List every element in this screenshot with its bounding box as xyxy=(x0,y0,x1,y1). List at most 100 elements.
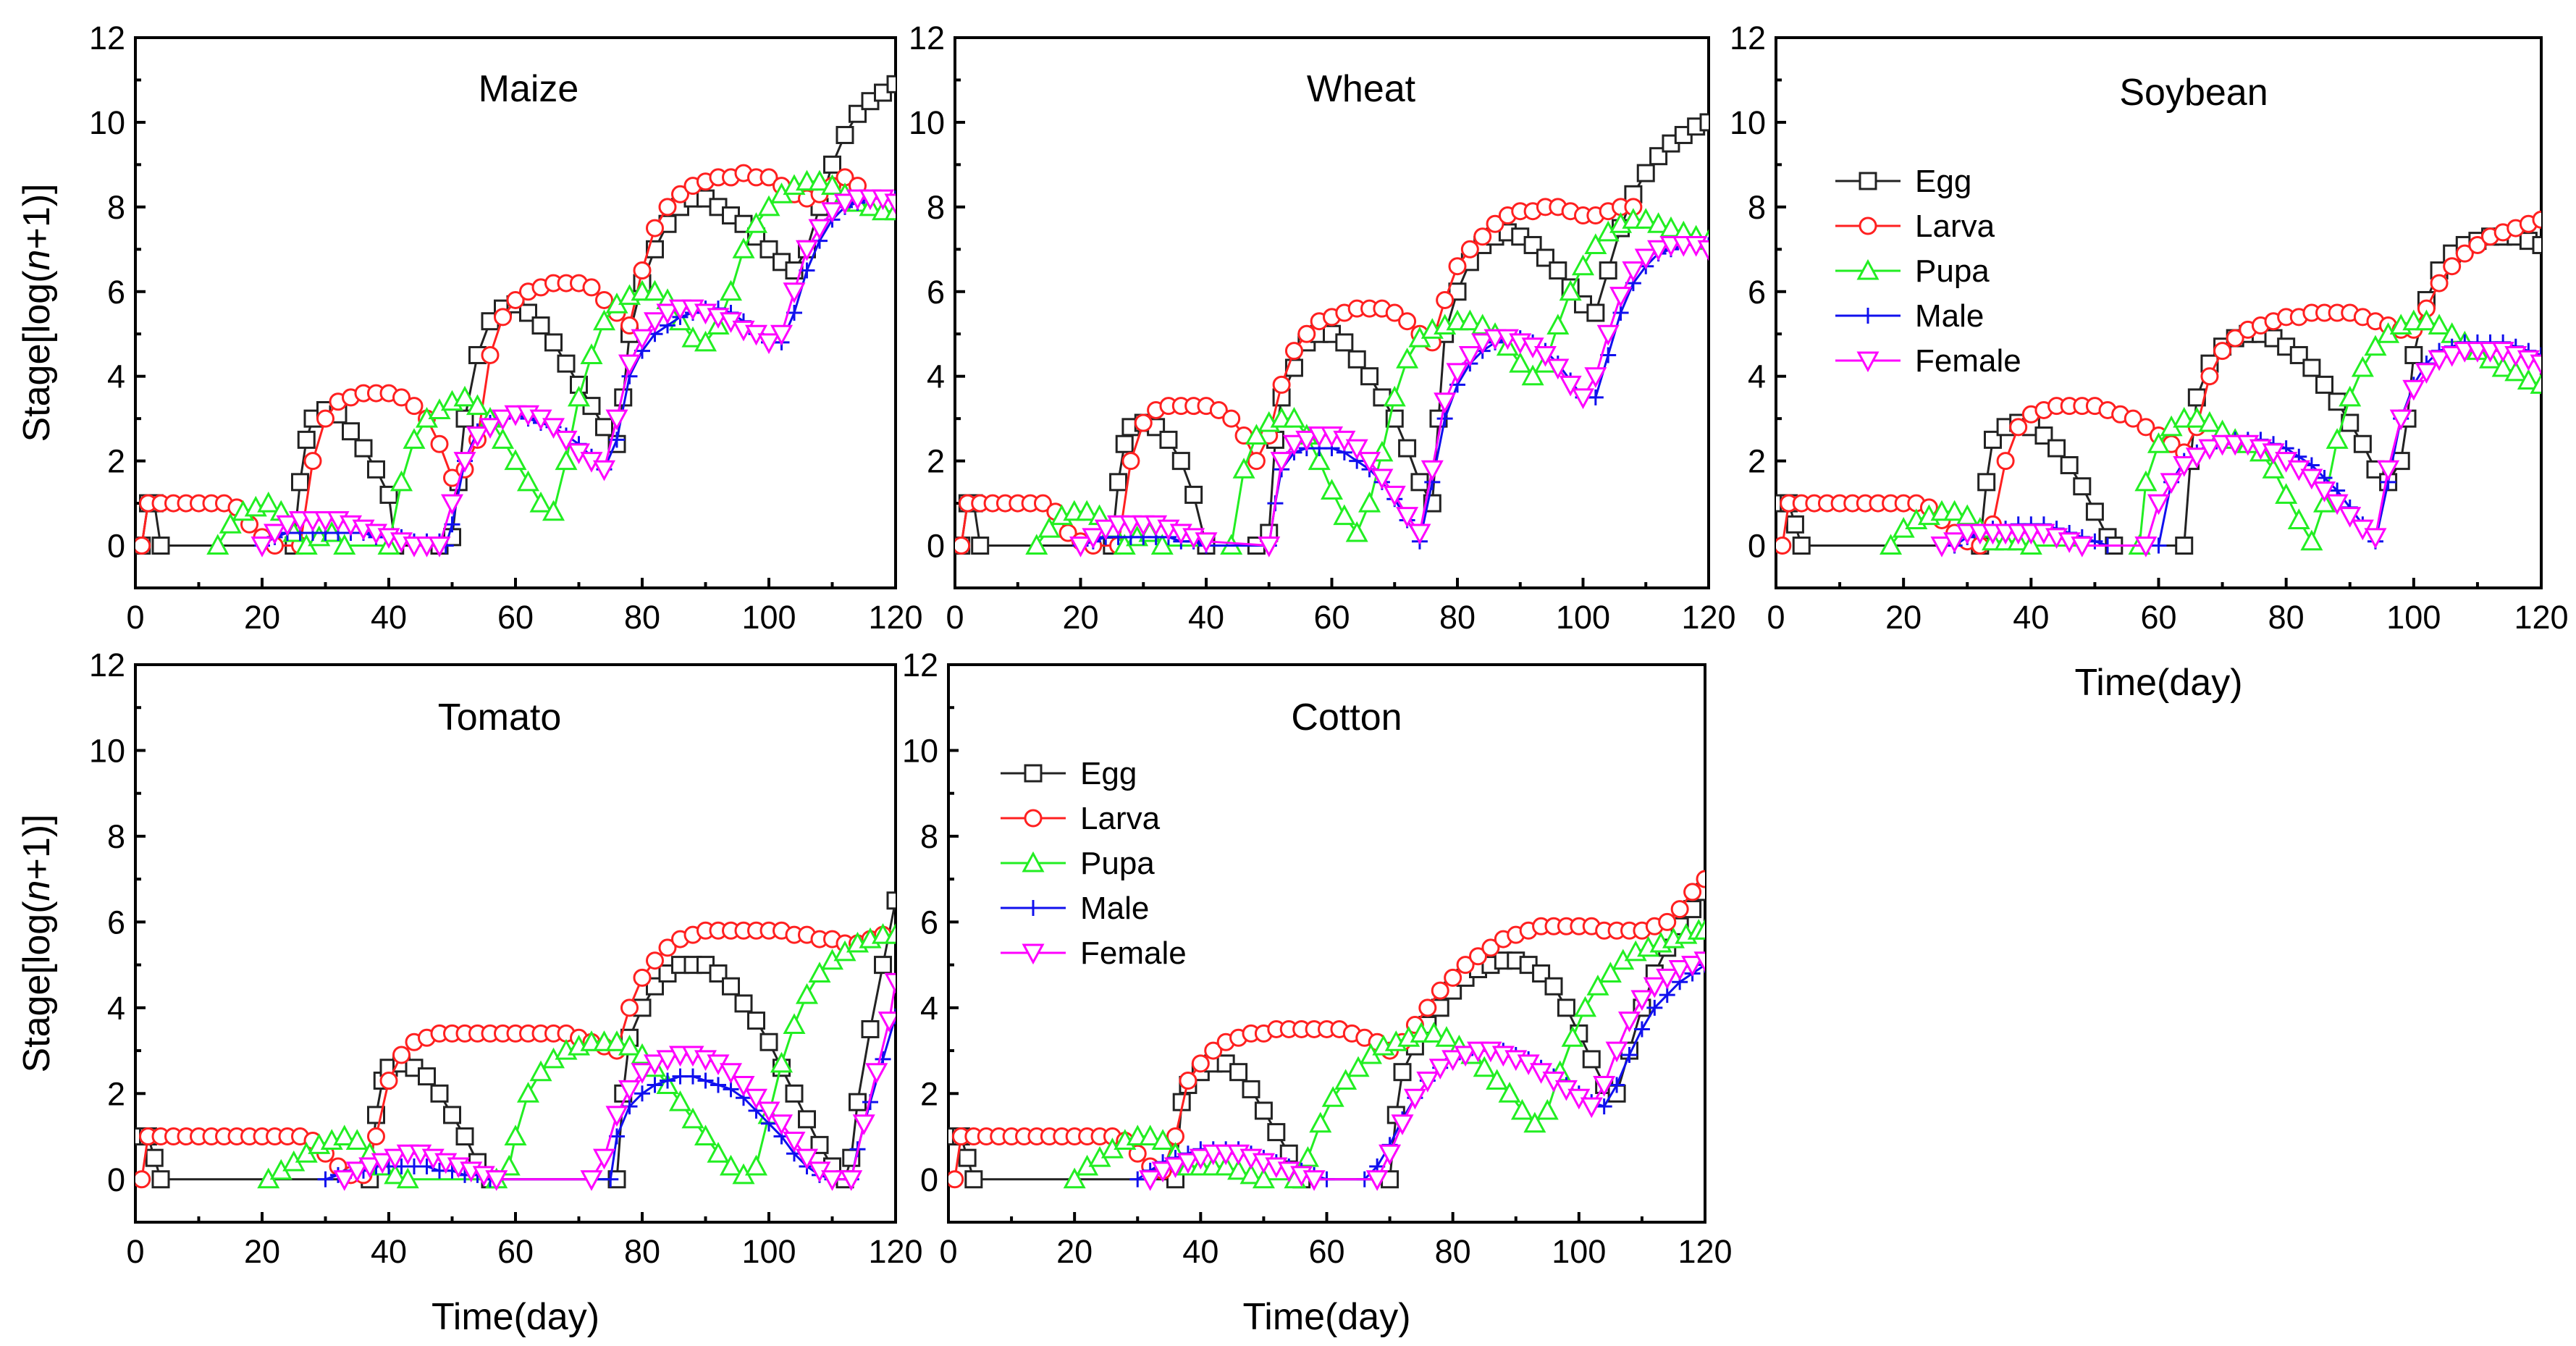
data-point-larva xyxy=(633,261,652,280)
y-tick-label: 12 xyxy=(89,20,125,56)
data-point-pupa xyxy=(453,385,476,407)
data-point-pupa xyxy=(1232,458,1255,479)
data-point-male xyxy=(723,1081,739,1098)
y-tick-label: 8 xyxy=(1748,189,1766,226)
x-tick-label: 80 xyxy=(624,1233,660,1270)
data-point-female xyxy=(1391,1114,1414,1135)
data-point-egg xyxy=(1636,164,1655,182)
data-point-pupa xyxy=(1634,208,1657,229)
x-tick-label: 20 xyxy=(1056,1233,1093,1270)
x-tick-label: 100 xyxy=(741,599,796,636)
y-tick-label: 6 xyxy=(927,274,945,311)
data-point-pupa xyxy=(2491,356,2514,377)
data-point-female xyxy=(2428,350,2451,371)
data-point-egg xyxy=(1229,1063,1248,1082)
data-point-female xyxy=(1584,367,1607,388)
data-point-female xyxy=(1656,968,1679,990)
data-point-pupa xyxy=(1647,212,1670,233)
y-tick-label: 10 xyxy=(909,104,945,141)
y-tick-label: 4 xyxy=(107,990,125,1027)
data-point-larva xyxy=(1272,375,1291,394)
x-tick-label: 40 xyxy=(1182,1233,1218,1270)
data-point-female xyxy=(833,193,856,215)
data-point-larva xyxy=(316,409,334,428)
data-point-male xyxy=(1621,1047,1638,1063)
x-tick-label: 60 xyxy=(497,1233,534,1270)
data-point-egg xyxy=(1109,473,1128,492)
data-point-egg xyxy=(861,1019,880,1038)
data-point-pupa xyxy=(1309,1111,1332,1133)
data-point-egg xyxy=(1549,261,1567,280)
data-point-female xyxy=(1082,528,1105,549)
data-point-male xyxy=(1633,1021,1650,1038)
y-tick-label: 0 xyxy=(920,1161,938,1198)
legend-label: Pupa xyxy=(1915,253,1990,289)
data-point-larva xyxy=(2009,418,2028,437)
y-tick-label: 6 xyxy=(1748,274,1766,311)
data-point-egg xyxy=(418,1067,436,1086)
data-point-pupa xyxy=(529,1060,552,1082)
x-tick-label: 120 xyxy=(868,599,922,636)
data-point-male xyxy=(2150,537,2167,554)
data-point-larva xyxy=(1456,956,1475,975)
data-point-female xyxy=(1943,532,1966,553)
data-point-pupa xyxy=(1536,1098,1559,1120)
data-point-egg xyxy=(964,1170,983,1189)
data-point-larva xyxy=(633,968,652,987)
data-point-male xyxy=(1587,389,1604,405)
data-point-pupa xyxy=(2428,314,2451,335)
data-point-female xyxy=(820,1170,844,1191)
data-point-female xyxy=(884,193,896,215)
data-point-pupa xyxy=(1037,517,1061,538)
data-point-larva xyxy=(1222,409,1241,428)
data-point-egg xyxy=(531,316,550,335)
x-tick-label: 40 xyxy=(371,599,407,636)
data-point-female xyxy=(1371,468,1394,490)
data-point-female xyxy=(1697,240,1709,261)
data-point-egg xyxy=(2315,375,2334,394)
data-point-female xyxy=(719,1063,743,1084)
data-point-female xyxy=(453,452,476,473)
data-point-female xyxy=(1454,1046,1477,1067)
legend-label: Larva xyxy=(1080,801,1161,836)
y-tick-label: 2 xyxy=(107,1075,125,1112)
data-point-female xyxy=(2185,447,2208,468)
data-point-female xyxy=(345,1161,369,1183)
data-point-pupa xyxy=(333,1124,356,1146)
data-point-pupa xyxy=(744,212,768,233)
data-point-pupa xyxy=(1252,1167,1275,1189)
data-point-pupa xyxy=(206,534,230,555)
data-point-pupa xyxy=(529,491,552,513)
data-point-female xyxy=(2312,481,2336,502)
data-point-egg xyxy=(798,1110,816,1129)
data-point-female xyxy=(1446,363,1469,384)
data-point-pupa xyxy=(1075,500,1098,521)
data-point-larva xyxy=(1431,981,1449,1000)
data-point-pupa xyxy=(770,1051,794,1073)
x-tick-label: 100 xyxy=(1556,599,1610,636)
data-point-female xyxy=(2134,537,2158,558)
data-point-female xyxy=(466,426,489,447)
data-point-pupa xyxy=(605,1030,628,1051)
data-point-pupa xyxy=(820,174,844,195)
data-point-female xyxy=(1069,537,1093,558)
data-point-egg xyxy=(874,956,892,975)
data-point-egg xyxy=(835,125,854,144)
data-point-female xyxy=(840,1170,863,1191)
data-point-pupa xyxy=(1584,233,1607,254)
y-tick-label: 4 xyxy=(927,358,945,395)
data-point-egg xyxy=(354,439,373,458)
data-point-egg xyxy=(2085,502,2104,521)
x-tick-label: 120 xyxy=(868,1233,922,1270)
data-point-pupa xyxy=(1423,1022,1446,1043)
data-point-pupa xyxy=(1396,348,1419,369)
data-point-pupa xyxy=(1239,1163,1263,1185)
data-point-female xyxy=(1177,1153,1200,1174)
data-point-egg xyxy=(1254,1101,1273,1120)
data-point-pupa xyxy=(384,1163,407,1185)
data-point-pupa xyxy=(2134,470,2158,492)
data-point-female xyxy=(592,460,616,481)
data-point-female xyxy=(783,282,806,303)
data-point-female xyxy=(2147,494,2171,516)
data-point-egg xyxy=(1267,1123,1286,1142)
